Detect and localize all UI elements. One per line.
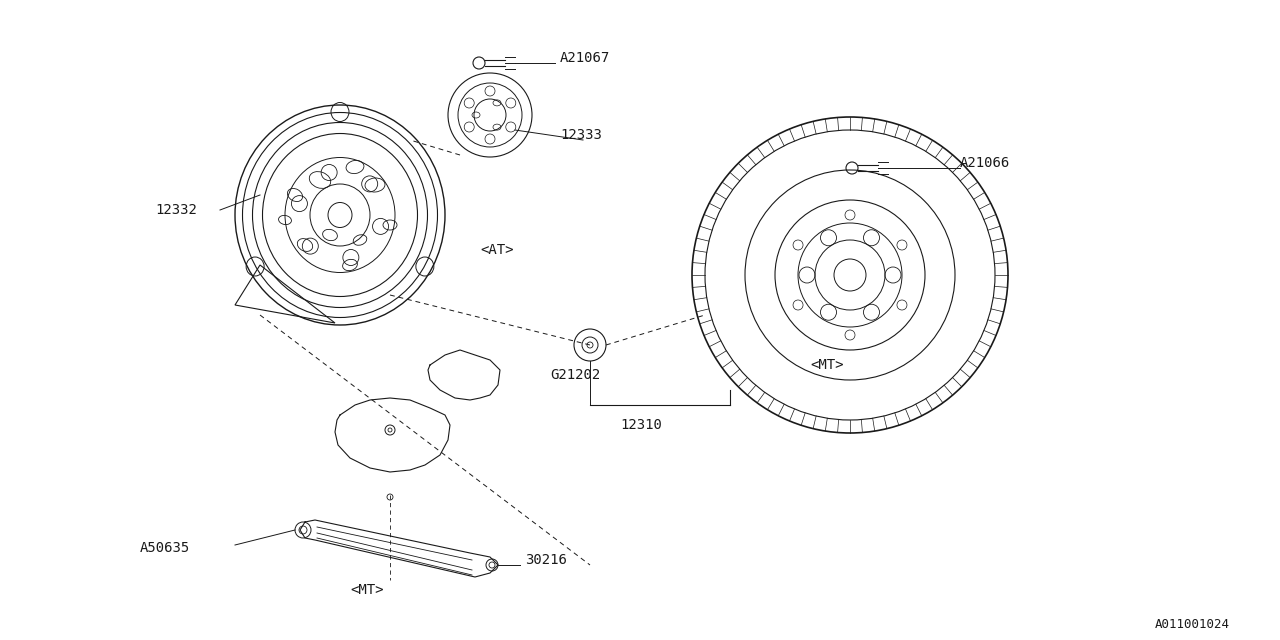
Text: 12332: 12332 (155, 203, 197, 217)
Text: A21067: A21067 (561, 51, 611, 65)
Text: A21066: A21066 (960, 156, 1010, 170)
Text: 12310: 12310 (620, 418, 662, 432)
Text: A50635: A50635 (140, 541, 191, 555)
Text: G21202: G21202 (550, 368, 600, 382)
Text: 12333: 12333 (561, 128, 602, 142)
Text: <MT>: <MT> (349, 583, 384, 597)
Text: A011001024: A011001024 (1155, 618, 1230, 632)
Text: 30216: 30216 (525, 553, 567, 567)
Text: <AT>: <AT> (480, 243, 513, 257)
Text: <MT>: <MT> (810, 358, 844, 372)
